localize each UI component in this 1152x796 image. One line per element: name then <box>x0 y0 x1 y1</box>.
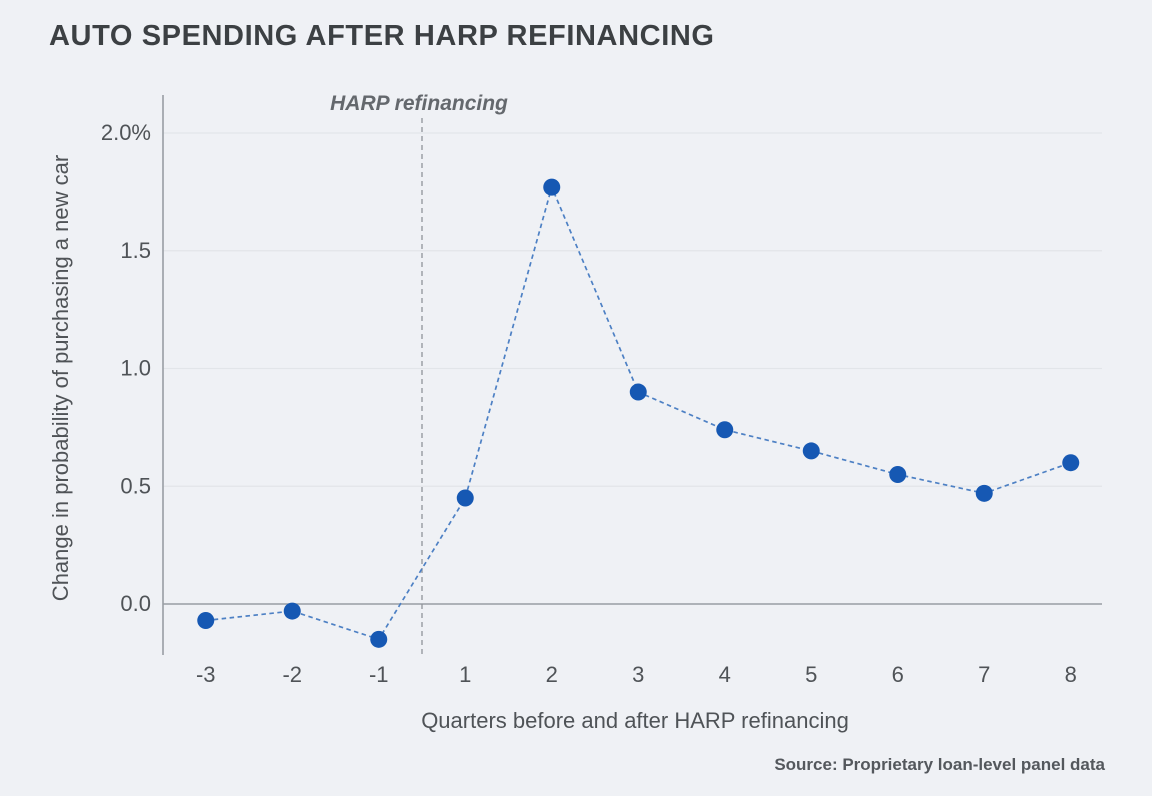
data-point <box>543 178 561 196</box>
data-point <box>1062 454 1080 472</box>
x-tick-label: -3 <box>196 662 216 687</box>
y-tick-label: 2.0% <box>101 120 151 145</box>
x-tick-label: 3 <box>632 662 644 687</box>
data-point <box>283 602 301 620</box>
data-point <box>629 383 647 401</box>
data-point <box>370 630 388 648</box>
source-note: Source: Proprietary loan-level panel dat… <box>774 755 1105 774</box>
y-tick-label: 0.5 <box>120 473 151 498</box>
data-point <box>716 421 734 439</box>
data-point <box>197 611 215 629</box>
x-tick-label: 5 <box>805 662 817 687</box>
x-tick-label: -1 <box>369 662 389 687</box>
x-tick-label: -2 <box>282 662 302 687</box>
chart-title: AUTO SPENDING AFTER HARP REFINANCING <box>49 20 715 52</box>
x-tick-label: 4 <box>719 662 731 687</box>
y-tick-label: 0.0 <box>120 591 151 616</box>
y-tick-label: 1.5 <box>120 238 151 263</box>
x-tick-label: 8 <box>1065 662 1077 687</box>
x-tick-label: 1 <box>459 662 471 687</box>
y-tick-label: 1.0 <box>120 356 151 381</box>
x-axis-title: Quarters before and after HARP refinanci… <box>421 708 849 733</box>
data-point <box>975 484 993 502</box>
series-line <box>205 184 1072 641</box>
data-point <box>889 465 907 483</box>
data-point <box>456 489 474 507</box>
event-annotation: HARP refinancing <box>330 92 508 115</box>
data-point <box>802 442 820 460</box>
x-tick-label: 6 <box>892 662 904 687</box>
x-tick-label: 2 <box>546 662 558 687</box>
x-tick-label: 7 <box>978 662 990 687</box>
